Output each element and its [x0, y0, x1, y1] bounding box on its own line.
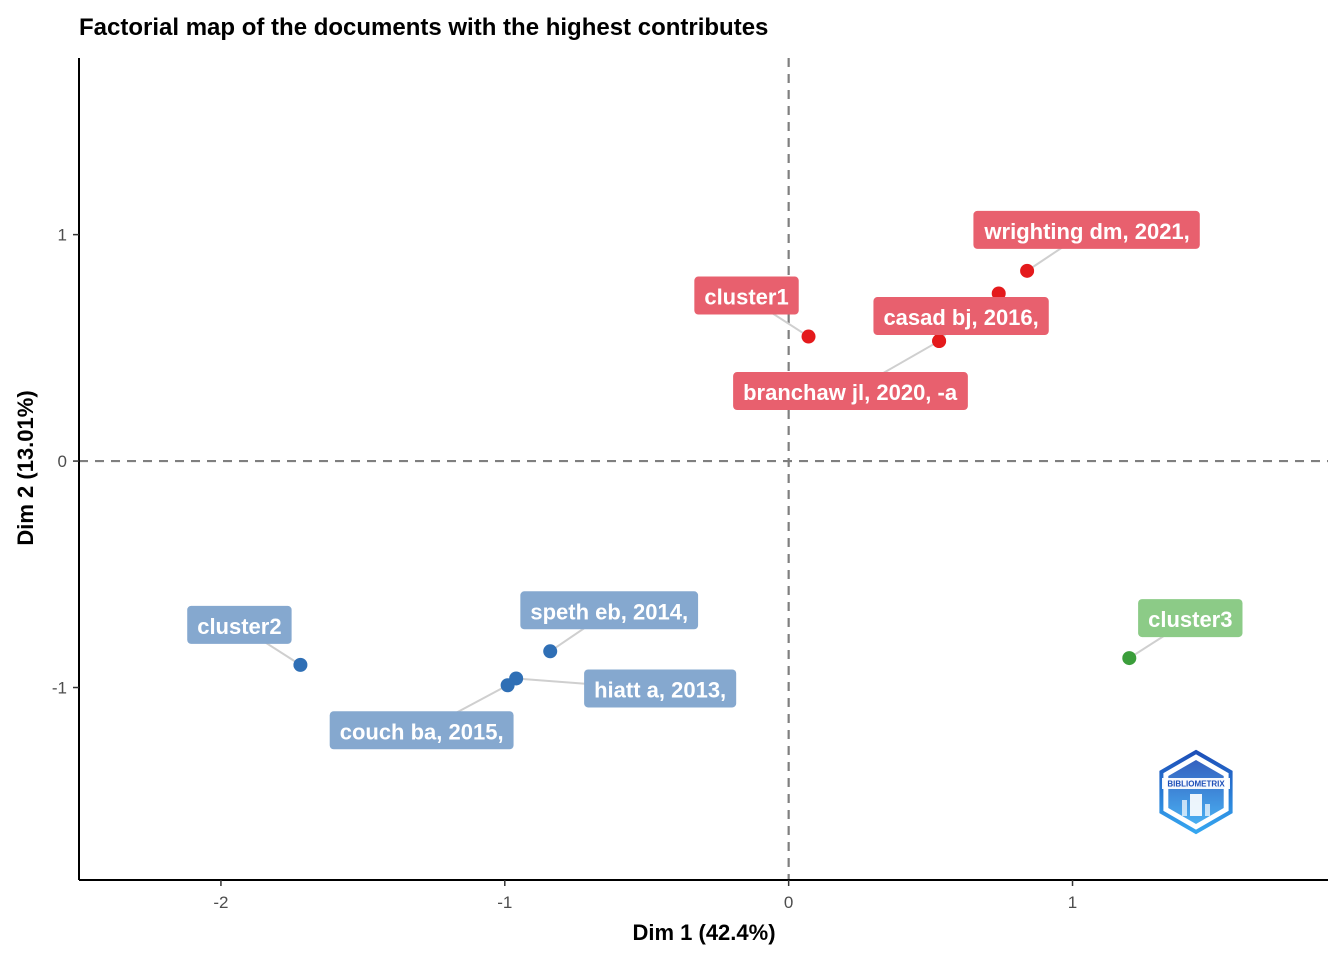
point-label: cluster3	[1138, 599, 1243, 638]
reference-lines	[79, 58, 1328, 880]
y-tick-label: 0	[58, 452, 67, 471]
logo-outer-hexagon	[1159, 749, 1233, 835]
data-point	[293, 657, 308, 672]
data-points	[293, 263, 1137, 693]
point-label-text: cluster2	[197, 614, 281, 639]
point-label-box	[584, 669, 737, 708]
point-label: hiatt a, 2013,	[584, 669, 737, 708]
point-label-box	[1138, 599, 1243, 638]
point-label-box	[973, 210, 1200, 249]
chart-title: Factorial map of the documents with the …	[79, 14, 768, 41]
point-label-text: speth eb, 2014,	[530, 599, 688, 624]
point-label: cluster1	[694, 276, 799, 315]
point-label-text: wrighting dm, 2021,	[983, 219, 1189, 244]
data-point	[543, 644, 558, 659]
x-tick-label: -1	[497, 893, 512, 912]
x-tick-label: 0	[784, 893, 793, 912]
logo-text: BIBLIOMETRIX	[1167, 780, 1225, 789]
x-axis-title: Dim 1 (42.4%)	[632, 920, 775, 945]
data-point	[1020, 263, 1035, 278]
data-point	[801, 329, 816, 344]
data-point	[991, 286, 1006, 301]
point-label: cluster2	[187, 605, 292, 644]
point-label-text: cluster3	[1148, 607, 1232, 632]
point-label-box	[187, 605, 292, 644]
y-tick-label: -1	[52, 679, 67, 698]
bibliometrix-logo-icon: BIBLIOMETRIX	[1159, 749, 1233, 835]
point-label-text: couch ba, 2015,	[340, 719, 504, 744]
point-label-box	[873, 297, 1049, 336]
y-tick-label: 1	[58, 226, 67, 245]
axes: -2 -1 0 1 -1 0 1	[52, 58, 1328, 912]
point-labels: cluster1 wrighting dm, 2021, casad bj, 201…	[187, 210, 1243, 750]
logo-column	[1190, 794, 1202, 816]
data-point	[932, 334, 947, 349]
point-label-box	[329, 711, 514, 750]
logo-bar-left	[1182, 800, 1187, 816]
point-label: couch ba, 2015,	[329, 711, 514, 750]
data-point	[500, 678, 515, 693]
x-tick-label: 1	[1068, 893, 1077, 912]
point-label-text: casad bj, 2016,	[883, 305, 1038, 330]
logo-banner	[1162, 778, 1230, 789]
point-label: branchaw jl, 2020, -a	[733, 372, 968, 411]
x-tick-label: -2	[213, 893, 228, 912]
point-label: wrighting dm, 2021,	[973, 210, 1200, 249]
point-label-box	[694, 276, 799, 315]
data-point	[1122, 651, 1137, 666]
point-label-text: cluster1	[704, 285, 788, 310]
point-label-box	[733, 372, 968, 411]
point-label-text: branchaw jl, 2020, -a	[743, 380, 958, 405]
logo-bar-right	[1205, 804, 1210, 816]
point-label-box	[520, 591, 699, 630]
point-label: casad bj, 2016,	[873, 297, 1049, 336]
point-label-text: hiatt a, 2013,	[594, 677, 726, 702]
point-label: speth eb, 2014,	[520, 591, 699, 630]
y-axis-title: Dim 2 (13.01%)	[13, 390, 38, 545]
